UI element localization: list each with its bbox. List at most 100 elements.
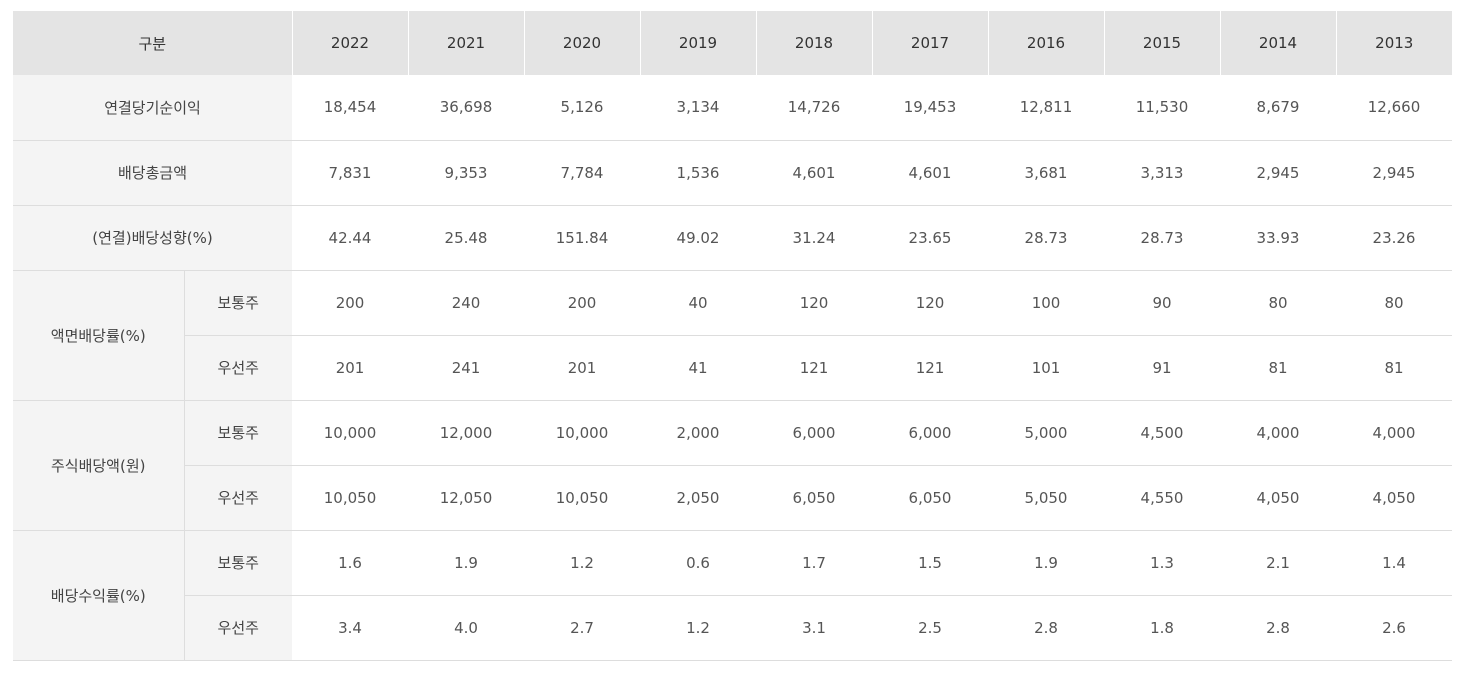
value-cell: 7,784 (524, 140, 641, 206)
value-cell: 2.7 (524, 595, 641, 661)
value-cell: 2.6 (1336, 595, 1453, 661)
year-header: 2017 (871, 11, 989, 75)
row-label: 배당수익률(%) (13, 530, 184, 661)
value-cell: 4,500 (1104, 400, 1221, 466)
value-cell: 23.65 (872, 205, 989, 271)
value-cell: 2.8 (988, 595, 1105, 661)
table-row: 주식배당액(원) 보통주 10,000 12,000 10,000 2,000 6,000 6… (13, 400, 1453, 531)
value-cell: 200 (524, 270, 641, 336)
value-cell: 1.2 (524, 530, 641, 596)
sub-label: 우선주 (183, 465, 293, 531)
value-cell: 201 (292, 335, 409, 401)
value-cell: 36,698 (408, 75, 525, 141)
table-row: 우선주 3.4 4.0 2.7 1.2 3.1 2.5 2.8 1.8 2.8 2.6 (13, 595, 1453, 661)
value-cell: 4,000 (1336, 400, 1453, 466)
value-cell: 6,050 (756, 465, 873, 531)
table-row: 연결당기순이익 18,454 36,698 5,126 3,134 14,726 19,45… (13, 75, 1453, 141)
value-cell: 1.9 (988, 530, 1105, 596)
value-cell: 9,353 (408, 140, 525, 206)
sub-label: 보통주 (183, 530, 293, 596)
value-cell: 11,530 (1104, 75, 1221, 141)
value-cell: 19,453 (872, 75, 989, 141)
value-cell: 49.02 (640, 205, 757, 271)
row-label: 액면배당률(%) (13, 270, 184, 401)
value-cell: 91 (1104, 335, 1221, 401)
value-cell: 6,000 (756, 400, 873, 466)
year-header: 2016 (987, 11, 1105, 75)
value-cell: 5,050 (988, 465, 1105, 531)
value-cell: 42.44 (292, 205, 409, 271)
value-cell: 101 (988, 335, 1105, 401)
table-body: 연결당기순이익 18,454 36,698 5,126 3,134 14,726 19,45… (13, 75, 1453, 661)
value-cell: 1.2 (640, 595, 757, 661)
value-cell: 1.8 (1104, 595, 1221, 661)
value-cell: 121 (756, 335, 873, 401)
value-cell: 100 (988, 270, 1105, 336)
value-cell: 1.3 (1104, 530, 1221, 596)
sub-label: 보통주 (183, 400, 293, 466)
value-cell: 12,000 (408, 400, 525, 466)
value-cell: 2,000 (640, 400, 757, 466)
value-cell: 2,050 (640, 465, 757, 531)
year-header: 2019 (639, 11, 757, 75)
value-cell: 18,454 (292, 75, 409, 141)
value-cell: 41 (640, 335, 757, 401)
year-header: 2014 (1219, 11, 1337, 75)
table-row: 우선주 201 241 201 41 121 121 101 91 81 81 (13, 335, 1453, 401)
row-label: 연결당기순이익 (13, 75, 293, 141)
value-cell: 3,681 (988, 140, 1105, 206)
category-header: 구분 (13, 11, 293, 75)
value-cell: 201 (524, 335, 641, 401)
sub-label: 우선주 (183, 335, 293, 401)
value-cell: 7,831 (292, 140, 409, 206)
value-cell: 12,660 (1336, 75, 1453, 141)
value-cell: 81 (1220, 335, 1337, 401)
value-cell: 3.1 (756, 595, 873, 661)
value-cell: 1.6 (292, 530, 409, 596)
year-header: 2015 (1103, 11, 1221, 75)
value-cell: 4,601 (872, 140, 989, 206)
value-cell: 28.73 (1104, 205, 1221, 271)
year-header: 2018 (755, 11, 873, 75)
sub-label: 보통주 (183, 270, 293, 336)
value-cell: 81 (1336, 335, 1453, 401)
value-cell: 2.8 (1220, 595, 1337, 661)
value-cell: 4,550 (1104, 465, 1221, 531)
table-header: 구분 2022 2021 2020 2019 2018 2017 2016 2015 2014 20… (13, 11, 1453, 75)
value-cell: 4.0 (408, 595, 525, 661)
sub-label: 우선주 (183, 595, 293, 661)
value-cell: 28.73 (988, 205, 1105, 271)
row-label: 주식배당액(원) (13, 400, 184, 531)
value-cell: 10,050 (524, 465, 641, 531)
value-cell: 151.84 (524, 205, 641, 271)
value-cell: 1.5 (872, 530, 989, 596)
value-cell: 4,050 (1220, 465, 1337, 531)
value-cell: 4,601 (756, 140, 873, 206)
value-cell: 240 (408, 270, 525, 336)
value-cell: 5,126 (524, 75, 641, 141)
value-cell: 40 (640, 270, 757, 336)
value-cell: 2,945 (1336, 140, 1453, 206)
year-header: 2022 (291, 11, 409, 75)
value-cell: 120 (872, 270, 989, 336)
table-row: (연결)배당성향(%) 42.44 25.48 151.84 49.02 31.24 23.… (13, 205, 1453, 271)
value-cell: 80 (1336, 270, 1453, 336)
value-cell: 14,726 (756, 75, 873, 141)
value-cell: 1.7 (756, 530, 873, 596)
value-cell: 121 (872, 335, 989, 401)
value-cell: 2.1 (1220, 530, 1337, 596)
row-label: (연결)배당성향(%) (13, 205, 293, 271)
value-cell: 3.4 (292, 595, 409, 661)
value-cell: 4,000 (1220, 400, 1337, 466)
header-row: 구분 2022 2021 2020 2019 2018 2017 2016 2015 2014 20… (13, 11, 1453, 75)
value-cell: 6,000 (872, 400, 989, 466)
value-cell: 90 (1104, 270, 1221, 336)
value-cell: 10,050 (292, 465, 409, 531)
value-cell: 200 (292, 270, 409, 336)
dividend-table: 구분 2022 2021 2020 2019 2018 2017 2016 2015 2014 20… (13, 11, 1453, 661)
value-cell: 10,000 (524, 400, 641, 466)
table-row: 액면배당률(%) 보통주 200 240 200 40 120 120 100 90 80 80 (13, 270, 1453, 401)
value-cell: 1.9 (408, 530, 525, 596)
value-cell: 1,536 (640, 140, 757, 206)
